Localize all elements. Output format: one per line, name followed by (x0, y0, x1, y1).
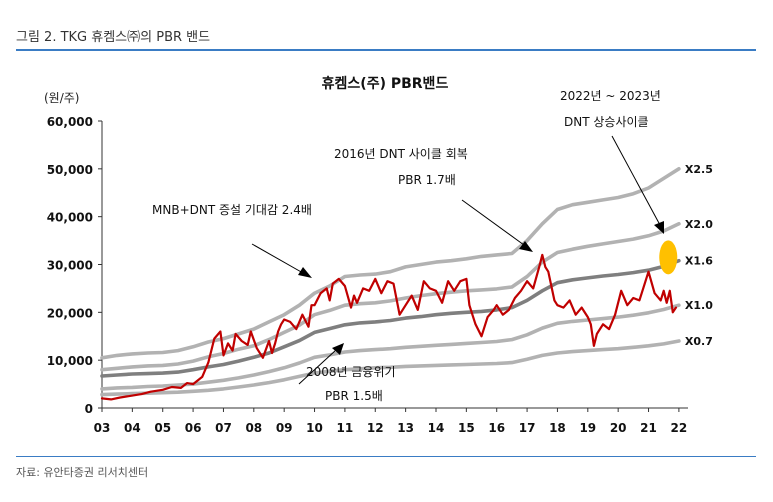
bottom-divider (16, 456, 756, 457)
y-tick-label: 60,000 (47, 115, 93, 129)
annotation-arrowhead-2022 (654, 221, 664, 234)
annotation-2016-cycle: 2016년 DNT 사이클 회복 (334, 147, 468, 161)
y-tick-label: 20,000 (47, 306, 93, 320)
x-axis-ticks: 03 04 05 06 07 08 09 10 11 12 13 14 15 16 17 18 19 20 21 22 (94, 408, 688, 435)
x-tick-label: 15 (458, 421, 475, 435)
annotation-2008-crisis: 2008년 금융위기 (306, 365, 396, 379)
annotation-dnt-upcycle: DNT 상승사이클 (564, 115, 649, 129)
series-labels: X2.5 X2.0 X1.0 X0.7 X1.6 (685, 163, 713, 348)
band-line-x16 (100, 258, 681, 378)
x-tick-label: 11 (337, 421, 354, 435)
x-tick-label: 04 (124, 421, 141, 435)
annotation-arrow-2008 (298, 349, 337, 385)
x-tick-label: 21 (640, 421, 657, 435)
annotation-arrow-mnb (251, 243, 304, 274)
x-tick-label: 13 (397, 421, 414, 435)
annotation-arrows (251, 135, 664, 385)
x-tick-label: 18 (549, 421, 566, 435)
top-divider (16, 49, 756, 51)
annotation-arrowhead-2008 (332, 343, 344, 355)
y-tick-label: 50,000 (47, 163, 93, 177)
series-label-x20: X2.0 (685, 218, 713, 231)
annotation-pbr-15: PBR 1.5배 (325, 389, 383, 403)
annotations: MNB+DNT 증설 기대감 2.4배 2016년 DNT 사이클 회복 PBR… (152, 89, 661, 403)
band-line-x25 (100, 167, 681, 360)
x-tick-label: 10 (306, 421, 323, 435)
y-tick-label: 0 (85, 402, 93, 416)
series-label-x10: X1.0 (685, 299, 713, 312)
y-axis-unit-label: (원/주) (44, 91, 80, 105)
x-tick-label: 06 (185, 421, 202, 435)
annotation-arrow-2022 (611, 135, 661, 226)
y-tick-label: 40,000 (47, 211, 93, 225)
annotation-2022-2023: 2022년 ~ 2023년 (560, 89, 661, 103)
annotation-arrowhead-2016 (519, 241, 533, 252)
annotation-arrow-2016 (461, 199, 525, 246)
chart-title: 휴켐스(주) PBR밴드 (322, 75, 449, 92)
price-line (100, 253, 678, 401)
x-tick-label: 05 (154, 421, 171, 435)
x-tick-label: 07 (215, 421, 232, 435)
figure-title: 그림 2. TKG 휴켐스㈜의 PBR 밴드 (16, 30, 211, 45)
series-label-x25: X2.5 (685, 163, 713, 176)
x-tick-label: 14 (428, 421, 445, 435)
y-tick-label: 10,000 (47, 354, 93, 368)
y-axis-ticks: 0 10,000 20,000 30,000 40,000 50,000 60,000 (47, 115, 102, 416)
series-lines (100, 167, 681, 401)
annotation-arrowhead-mnb (298, 267, 312, 278)
x-tick-label: 03 (94, 421, 111, 435)
x-tick-label: 12 (367, 421, 384, 435)
x-tick-label: 16 (488, 421, 505, 435)
x-tick-label: 19 (579, 421, 596, 435)
x-tick-label: 08 (245, 421, 262, 435)
x-tick-label: 09 (276, 421, 293, 435)
band-line-x20 (100, 222, 681, 372)
source-note: 자료: 유안타증권 리서치센터 (16, 466, 149, 479)
x-tick-label: 17 (519, 421, 536, 435)
x-tick-label: 20 (610, 421, 627, 435)
series-label-x16: X1.6 (685, 255, 713, 268)
series-label-x07: X0.7 (685, 335, 713, 348)
highlight-marker (659, 240, 678, 275)
band-line-x07 (100, 339, 681, 397)
annotation-mnb-dnt: MNB+DNT 증설 기대감 2.4배 (152, 203, 312, 217)
annotation-pbr-17: PBR 1.7배 (398, 173, 456, 187)
band-line-x10 (100, 303, 681, 391)
x-tick-label: 22 (671, 421, 688, 435)
y-tick-label: 30,000 (47, 259, 93, 273)
